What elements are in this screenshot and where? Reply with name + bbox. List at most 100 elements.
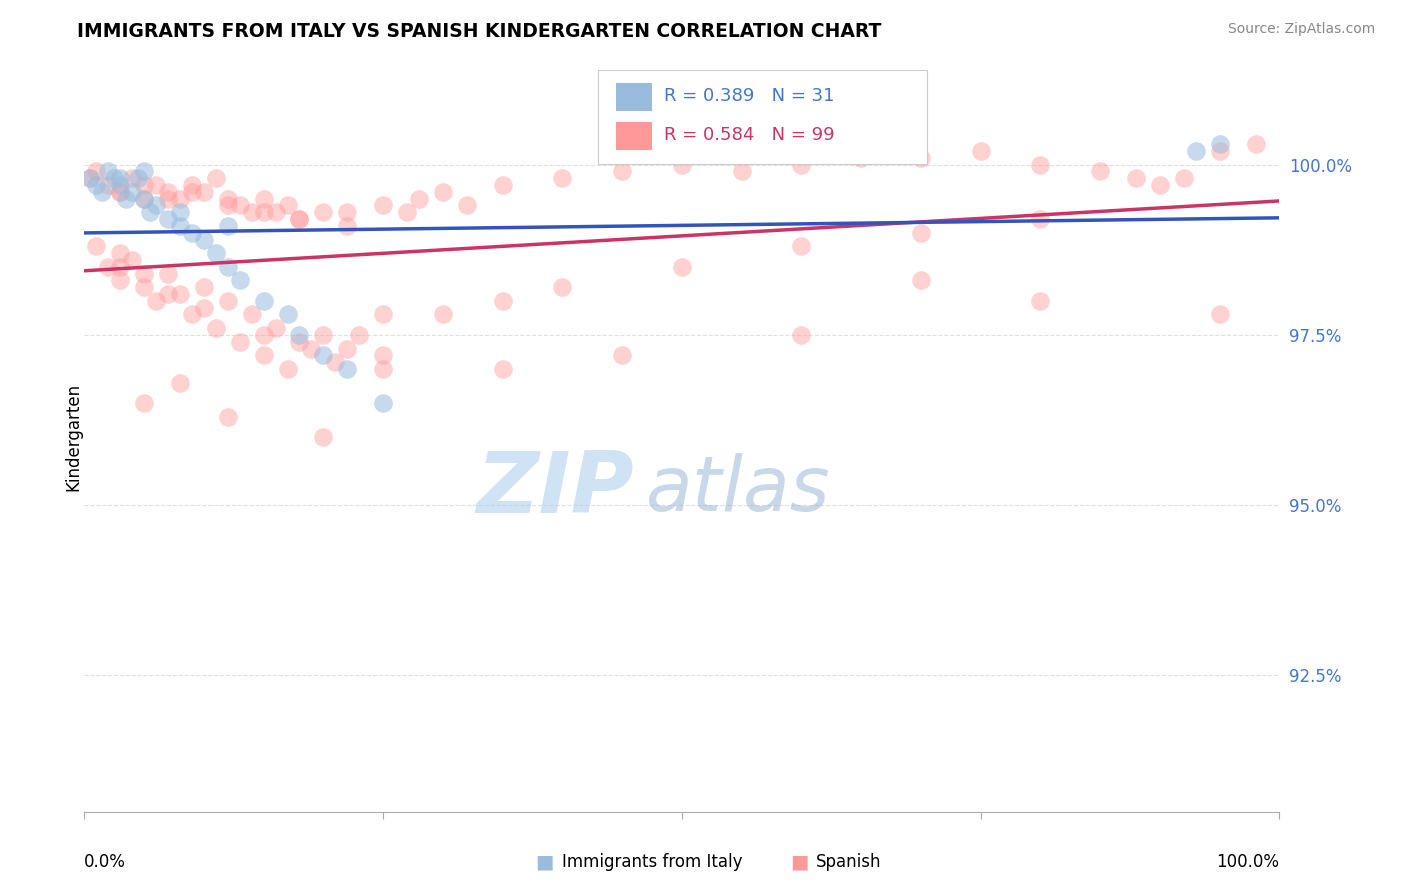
Point <box>970 144 993 158</box>
Point <box>110 185 132 199</box>
Point <box>205 171 228 186</box>
Text: R = 0.584   N = 99: R = 0.584 N = 99 <box>664 126 835 145</box>
Point <box>671 158 693 172</box>
Point <box>790 327 813 342</box>
Point <box>1149 178 1171 192</box>
Point <box>492 178 515 192</box>
Point <box>373 308 395 322</box>
Point <box>336 219 359 233</box>
Point <box>1209 144 1232 158</box>
Point <box>110 178 132 192</box>
Point <box>253 327 276 342</box>
Point <box>790 158 813 172</box>
Point <box>1090 164 1112 178</box>
Point <box>1173 171 1195 186</box>
Point <box>277 198 299 212</box>
Point <box>240 308 263 322</box>
Point <box>132 164 156 178</box>
Point <box>121 185 143 199</box>
Point <box>157 185 180 199</box>
Point <box>157 267 180 281</box>
Point <box>157 212 180 227</box>
Point <box>110 171 132 186</box>
Point <box>1029 212 1052 227</box>
Text: ZIP: ZIP <box>477 448 634 531</box>
Point <box>139 205 162 219</box>
Point <box>325 355 347 369</box>
Point <box>264 205 287 219</box>
Point <box>217 198 239 212</box>
Point <box>79 171 101 186</box>
Point <box>492 293 515 308</box>
FancyBboxPatch shape <box>616 121 652 150</box>
Point <box>97 178 120 192</box>
Text: Source: ZipAtlas.com: Source: ZipAtlas.com <box>1227 22 1375 37</box>
Point <box>312 327 335 342</box>
Point <box>671 260 693 274</box>
Point <box>169 219 191 233</box>
Point <box>910 273 932 287</box>
Point <box>1209 137 1232 152</box>
Point <box>103 171 125 186</box>
Text: IMMIGRANTS FROM ITALY VS SPANISH KINDERGARTEN CORRELATION CHART: IMMIGRANTS FROM ITALY VS SPANISH KINDERG… <box>77 22 882 41</box>
Point <box>110 185 132 199</box>
Text: Immigrants from Italy: Immigrants from Italy <box>562 853 742 871</box>
Point <box>217 293 239 308</box>
Point <box>115 192 138 206</box>
Point <box>181 226 204 240</box>
Point <box>312 430 335 444</box>
Text: 100.0%: 100.0% <box>1216 853 1279 871</box>
Point <box>1185 144 1208 158</box>
Point <box>229 198 252 212</box>
Point <box>336 362 359 376</box>
Point <box>1244 137 1267 152</box>
Text: R = 0.389   N = 31: R = 0.389 N = 31 <box>664 87 835 105</box>
Point <box>169 376 191 390</box>
Point <box>229 334 252 349</box>
Point <box>97 260 120 274</box>
Point <box>205 321 228 335</box>
Point <box>132 280 156 294</box>
Point <box>253 293 276 308</box>
Point <box>277 308 299 322</box>
Point <box>492 362 515 376</box>
Point <box>851 151 873 165</box>
Point <box>86 178 108 192</box>
Point <box>110 246 132 260</box>
Point <box>312 348 335 362</box>
Point <box>551 171 574 186</box>
Point <box>432 185 454 199</box>
Point <box>97 164 120 178</box>
Point <box>301 342 323 356</box>
Point <box>910 226 932 240</box>
Point <box>373 348 395 362</box>
Text: ■: ■ <box>790 853 808 872</box>
Point <box>110 260 132 274</box>
Point <box>264 321 287 335</box>
Point <box>288 212 311 227</box>
Point <box>336 342 359 356</box>
Point <box>110 273 132 287</box>
FancyBboxPatch shape <box>616 83 652 112</box>
Point <box>288 334 311 349</box>
Point <box>1125 171 1147 186</box>
Text: 0.0%: 0.0% <box>84 853 127 871</box>
Point <box>288 327 311 342</box>
Point <box>910 151 932 165</box>
Point <box>229 273 252 287</box>
Point <box>145 178 167 192</box>
Point <box>132 267 156 281</box>
Point <box>612 164 634 178</box>
Point <box>145 293 167 308</box>
Point <box>373 396 395 410</box>
Y-axis label: Kindergarten: Kindergarten <box>65 383 82 491</box>
Point <box>86 239 108 253</box>
Point <box>336 205 359 219</box>
Point <box>312 205 335 219</box>
Point <box>132 192 156 206</box>
Point <box>193 301 215 315</box>
Point <box>157 287 180 301</box>
Point <box>132 192 156 206</box>
Point <box>169 205 191 219</box>
Point <box>240 205 263 219</box>
